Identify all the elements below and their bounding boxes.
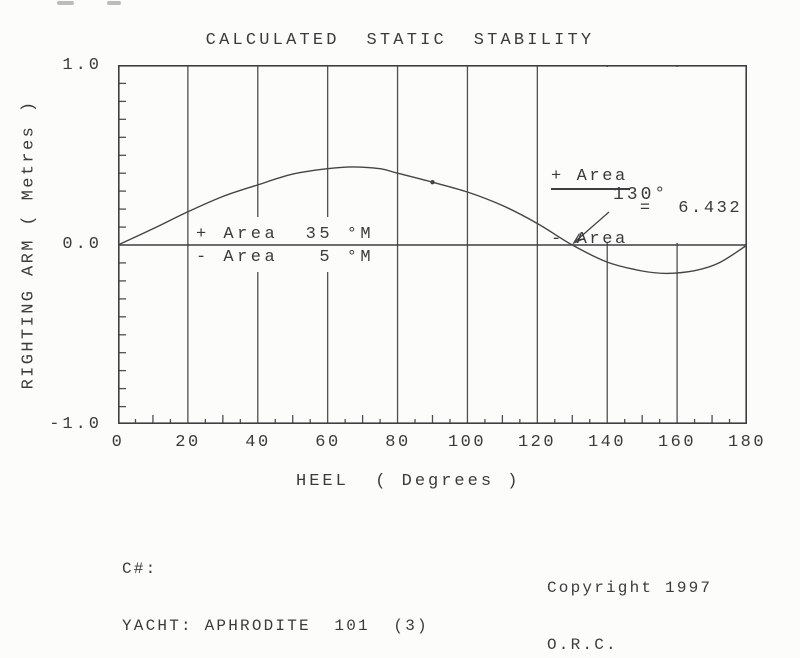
c-number-line: C#: [122, 560, 158, 578]
negative-area-annotation: - Area 5 °M [196, 248, 375, 267]
curve-point-marker [430, 180, 435, 185]
scan-artifact [107, 1, 121, 5]
chart-title: CALCULATED STATIC STABILITY [205, 31, 595, 50]
area-ratio-numerator: + Area [551, 168, 630, 190]
scan-artifact [57, 1, 74, 5]
annotation-arrow [574, 211, 610, 242]
x-tick-label: 140 [587, 433, 627, 452]
x-tick-label: 0 [111, 433, 125, 452]
area-ratio-value: = 6.432 [639, 198, 743, 218]
copyright-line: Copyright 1997 [547, 579, 713, 597]
organisation-line: O.R.C. [547, 636, 618, 654]
annotation-mask [539, 67, 744, 243]
zero-crossing-angle-label: 130° [613, 185, 669, 205]
y-tick-label: 0.0 [62, 235, 102, 254]
x-tick-label: 160 [657, 433, 697, 452]
area-ratio-denominator: - Area [551, 230, 628, 249]
x-tick-label: 80 [385, 433, 411, 452]
x-tick-label: 60 [315, 433, 341, 452]
area-ratio-fraction: + Area - Area [551, 130, 630, 286]
area-ratio-annotation: + Area - Area = 6.432 [551, 130, 742, 286]
x-tick-label: 20 [175, 433, 201, 452]
y-tick-label: 1.0 [62, 56, 102, 75]
yacht-line: YACHT: APHRODITE 101 (3) [122, 617, 429, 635]
x-tick-label: 100 [447, 433, 487, 452]
copyright-block: Copyright 1997 O.R.C. London UK [547, 541, 712, 658]
annotation-arrowhead [572, 233, 585, 245]
positive-area-annotation: + Area 35 °M [196, 225, 375, 244]
x-axis-label: HEEL ( Degrees ) [296, 472, 521, 491]
x-tick-label: 120 [517, 433, 557, 452]
plot-area [118, 65, 747, 424]
y-tick-label: -1.0 [49, 415, 102, 434]
x-tick-label: 180 [727, 433, 767, 452]
yacht-info-block: C#: YACHT: APHRODITE 101 (3) SAIL#: CLAS… [122, 522, 429, 658]
x-tick-label: 40 [245, 433, 271, 452]
